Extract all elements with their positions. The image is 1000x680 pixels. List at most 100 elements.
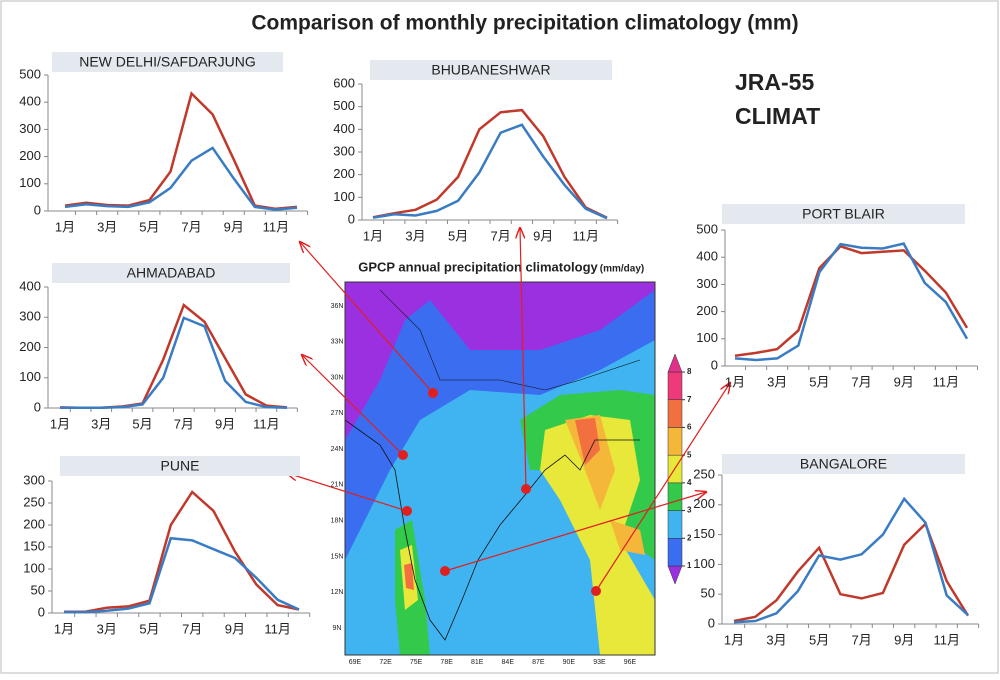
colorbar-label: 5 — [687, 450, 692, 459]
main-title: Comparison of monthly precipitation clim… — [251, 12, 798, 35]
x-tick-label: 3月 — [767, 374, 787, 389]
x-tick-label: 5月 — [139, 621, 159, 636]
arrow — [520, 228, 527, 490]
panel-title-box — [370, 60, 612, 80]
series-line — [734, 242, 969, 362]
stations — [398, 388, 601, 596]
y-tick-label: 300 — [19, 309, 41, 324]
y-tick-label: 300 — [23, 472, 45, 487]
y-tick-label: 200 — [19, 339, 41, 354]
x-tick-label: 9月 — [533, 228, 553, 243]
arrow — [302, 355, 404, 456]
lon-label: 69E — [349, 659, 362, 666]
y-tick-label: 500 — [333, 98, 355, 113]
y-tick-label: 300 — [696, 276, 718, 291]
colorbar-label: 2 — [687, 533, 692, 542]
lon-label: 72E — [379, 659, 392, 666]
line-chart: AHMADABAD 0 100 200 300 400 1月 3月 5月 7月 9月 11月 — [19, 263, 298, 431]
x-tick-label: 5月 — [448, 228, 468, 243]
arrow — [287, 473, 408, 512]
x-tick-label: 1月 — [55, 219, 75, 234]
y-tick-label: 50 — [701, 586, 715, 601]
y-tick-label: 200 — [19, 148, 41, 163]
lat-label: 15N — [331, 553, 344, 560]
colorbar-label: 3 — [687, 506, 692, 515]
colorbar-segment — [667, 510, 683, 539]
panel-title: AHMADABAD — [127, 265, 216, 281]
series-line — [733, 496, 969, 624]
panel-title-box — [722, 204, 965, 224]
series-line — [372, 123, 608, 220]
series-line — [64, 91, 298, 211]
line-chart: NEW DELHI/SAFDARJUNG 0 100 200 300 400 500 1月 3月… — [19, 52, 309, 234]
x-tick-label: 11月 — [933, 632, 960, 647]
y-tick-label: 150 — [693, 526, 715, 541]
y-tick-label: 500 — [19, 66, 41, 81]
x-tick-label: 5月 — [809, 374, 829, 389]
y-tick-label: 0 — [708, 615, 715, 630]
colorbar-segment — [667, 371, 683, 400]
x-tick-label: 11月 — [933, 374, 960, 389]
arrow — [444, 492, 706, 572]
lon-label: 90E — [563, 659, 576, 666]
x-tick-label: 3月 — [97, 621, 117, 636]
y-tick-label: 100 — [23, 560, 45, 575]
series-line — [59, 303, 288, 409]
series-line — [733, 521, 970, 623]
x-tick-label: 9月 — [894, 632, 914, 647]
lon-label: 81E — [471, 659, 484, 666]
x-tick-label: 3月 — [405, 228, 425, 243]
arrow — [300, 242, 434, 394]
lat-label: 24N — [331, 446, 344, 453]
map — [345, 282, 655, 655]
colorbar-end — [667, 353, 683, 373]
colorbar-label: 6 — [687, 423, 692, 432]
lon-label: 96E — [624, 659, 637, 666]
x-tick-label: 1月 — [725, 374, 745, 389]
y-tick-label: 0 — [34, 399, 41, 414]
line-chart: PUNE 0 50 100 150 200 250 300 1月 3月 5月 7月 9月 11月 — [23, 456, 311, 636]
x-tick-label: 11月 — [253, 416, 280, 431]
x-tick-label: 9月 — [215, 416, 235, 431]
colorbar-segment — [667, 399, 683, 428]
station — [428, 388, 438, 398]
station — [402, 506, 412, 516]
colorbar: 1 2 3 4 5 6 7 8 — [667, 353, 692, 585]
lat-label: 33N — [331, 339, 344, 346]
map-field — [540, 415, 655, 655]
panel-title-box — [52, 263, 290, 283]
x-tick-label: 7月 — [852, 632, 872, 647]
colorbar-label: 7 — [687, 395, 692, 404]
series-line — [372, 108, 608, 219]
lon-label: 84E — [502, 659, 515, 666]
x-tick-label: 9月 — [894, 374, 914, 389]
lat-label: 18N — [331, 518, 344, 525]
y-tick-label: 300 — [19, 121, 41, 136]
y-tick-label: 50 — [31, 582, 45, 597]
y-tick-label: 250 — [693, 466, 715, 481]
y-tick-label: 400 — [19, 94, 41, 109]
lat-label: 36N — [331, 303, 344, 310]
panel-title-box — [52, 52, 283, 72]
series-line — [64, 536, 300, 614]
lat-label: 21N — [331, 482, 344, 489]
panel-title: NEW DELHI/SAFDARJUNG — [79, 54, 256, 70]
map-frame — [344, 281, 656, 656]
series-line — [64, 490, 300, 613]
y-tick-label: 150 — [23, 538, 45, 553]
colorbar-label: 1 — [687, 561, 692, 570]
panel-title: PORT BLAIR — [802, 206, 885, 222]
x-tick-label: 3月 — [766, 632, 786, 647]
colorbar-segment — [667, 427, 683, 456]
map-field — [565, 415, 615, 510]
lat-label: 12N — [331, 589, 344, 596]
x-tick-label: 5月 — [809, 632, 829, 647]
x-tick-label: 3月 — [91, 416, 111, 431]
series-line — [64, 146, 298, 211]
y-tick-label: 200 — [693, 496, 715, 511]
station — [440, 566, 450, 576]
x-tick-label: 11月 — [264, 621, 291, 636]
x-tick-label: 5月 — [139, 219, 159, 234]
